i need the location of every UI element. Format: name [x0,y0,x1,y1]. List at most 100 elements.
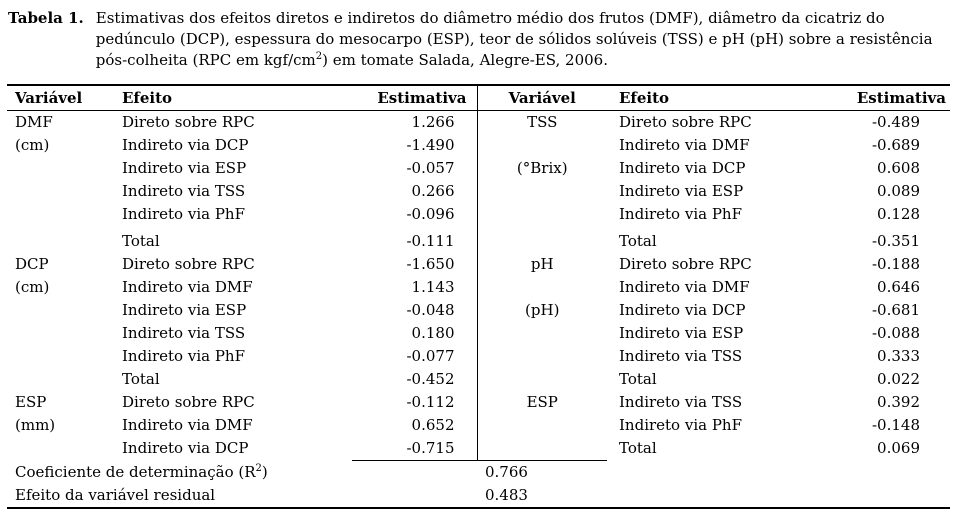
table-cell [476,322,607,345]
header-estimativa-left: Estimativa [352,84,477,111]
table-cell [476,226,607,253]
table-cell: -0.715 [352,437,477,461]
footer-row-determination: Coeficiente de determinação (R2) 0.766 [7,461,950,485]
table-row: Indireto via ESP -0.048 (pH) Indireto via D… [7,299,950,322]
determination-value: 0.766 [485,463,528,481]
table-cell: -0.077 [406,347,455,365]
table-cell: -1.490 [406,136,455,154]
table-cell: -0.489 [871,113,920,131]
caption-superscript: 2 [315,51,323,62]
header-efeito-left: Efeito [114,84,352,111]
table-cell [476,276,607,299]
table-row: (mm) Indireto via DMF 0.652 Indireto via Ph… [7,414,950,437]
table-cell: Indireto via PhF [122,347,246,365]
table-row: (cm) Indireto via DMF 1.143 Indireto via DM… [7,276,950,299]
table-cell: (°Brix) [476,157,607,180]
table-cell: Indireto via ESP [619,182,744,200]
table-cell: Total [122,232,160,250]
residual-value: 0.483 [477,484,950,509]
table-cell: (cm) [15,136,50,154]
table-cell: DMF [15,113,53,131]
table-cell [7,437,114,461]
table-cell: (mm) [15,416,56,434]
header-row: Variável Efeito Estimativa Variável Efei… [7,84,950,111]
table-cell [476,203,607,226]
table-cell: 0.128 [877,205,920,223]
table-cell: -0.689 [871,136,920,154]
table-row: Indireto via PhF -0.077 Indireto via TSS 0.… [7,345,950,368]
table-cell [7,203,114,226]
table-cell: 0.608 [877,159,920,177]
table-cell: -0.057 [406,159,455,177]
table-cell: -0.148 [871,416,920,434]
table-cell: Indireto via DCP [619,159,746,177]
table-cell: Indireto via ESP [619,324,744,342]
table-cell [7,322,114,345]
header-estimativa-right: Estimativa [847,84,950,111]
table-cell: (pH) [476,299,607,322]
table-cell: -0.048 [406,301,455,319]
table-row: DMF Direto sobre RPC 1.266 TSS Direto sobre … [7,110,950,134]
table-cell: 0.069 [877,439,920,458]
table-row: ESP Direto sobre RPC -0.112 ESP Indireto via… [7,391,950,414]
table-row: (cm) Indireto via DCP -1.490 Indireto via D… [7,134,950,157]
table-cell: 0.089 [877,182,920,200]
table-cell: Total [619,439,657,458]
header-efeito-right: Efeito [607,84,847,111]
determination-label-close: ) [261,463,268,481]
table-cell [7,180,114,203]
table-footer: Coeficiente de determinação (R2) 0.766 E… [7,461,950,509]
caption-text-part2: ) em tomate Salada, Alegre-ES, 2006. [322,51,608,69]
table-body: DMF Direto sobre RPC 1.266 TSS Direto sobre … [7,110,950,461]
table-cell [476,134,607,157]
table-cell: Indireto via DMF [619,136,750,154]
table-row: Indireto via PhF -0.096 Indireto via PhF 0.… [7,203,950,226]
table-cell: -0.088 [871,324,920,342]
table-cell: Indireto via TSS [619,347,743,365]
table-cell: Indireto via PhF [619,205,743,223]
determination-superscript: 2 [255,463,262,474]
table-cell: Indireto via TSS [122,324,246,342]
table-cell [7,299,114,322]
table-row: Indireto via TSS 0.266 Indireto via ESP 0.0… [7,180,950,203]
table-cell: 1.266 [411,113,455,131]
table-row: Total -0.452 Total 0.022 [7,368,950,391]
footer-row-residual: Efeito da variável residual 0.483 [7,484,950,509]
table-cell: 1.143 [411,278,455,296]
caption-text: Estimativas dos efeitos diretos e indire… [96,8,951,71]
table-cell: Direto sobre RPC [619,255,752,273]
table-cell: Direto sobre RPC [122,113,255,131]
table-cell [7,157,114,180]
table-cell: Direto sobre RPC [619,113,752,131]
table-cell: Total [619,370,657,388]
table-cell: Indireto via DMF [619,278,750,296]
table-cell: 0.266 [411,182,455,200]
table-cell: Indireto via DCP [619,301,746,319]
table-row: Indireto via ESP -0.057 (°Brix) Indireto vi… [7,157,950,180]
table-cell: 0.022 [877,370,920,388]
caption-label: Tabela 1. [8,9,84,27]
table-cell: Direto sobre RPC [122,255,255,273]
table-cell [476,180,607,203]
table-cell: TSS [476,110,607,134]
table-cell: -0.111 [406,232,455,250]
table-cell: -0.452 [406,370,455,388]
table-cell: -0.188 [871,255,920,273]
table-cell: -0.351 [871,232,920,250]
table-cell: Indireto via TSS [122,182,246,200]
table-cell [7,368,114,391]
table-cell: Direto sobre RPC [122,393,255,411]
table-caption: Tabela 1. Estimativas dos efeitos direto… [0,0,957,71]
table-cell: Indireto via ESP [122,301,247,319]
table-cell: 0.333 [877,347,920,365]
table-row: Total -0.111 Total -0.351 [7,226,950,253]
table-cell [7,226,114,253]
table-cell: 0.646 [877,278,920,296]
determination-label: Coeficiente de determinação (R2) [7,461,477,485]
table-row: DCP Direto sobre RPC -1.650 pH Direto sobre … [7,253,950,276]
table-row: Indireto via DCP -0.715 Total 0.069 [7,437,950,461]
header-variavel-left: Variável [7,84,114,111]
table-cell [7,345,114,368]
table-cell [476,414,607,437]
table-cell: ESP [476,391,607,414]
